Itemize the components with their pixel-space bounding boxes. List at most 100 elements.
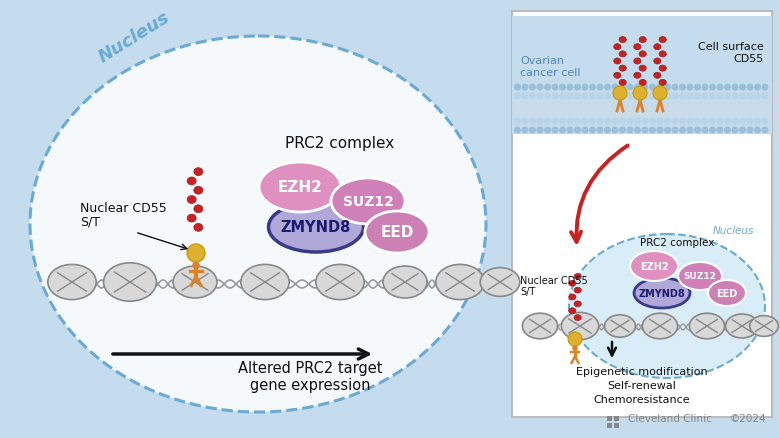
Ellipse shape (643, 314, 678, 339)
Ellipse shape (633, 73, 641, 79)
Ellipse shape (639, 66, 647, 72)
Circle shape (657, 118, 664, 125)
Circle shape (739, 93, 746, 100)
Circle shape (694, 93, 701, 100)
Circle shape (717, 93, 724, 100)
Circle shape (529, 93, 536, 100)
Circle shape (709, 84, 716, 91)
Ellipse shape (569, 281, 576, 286)
Circle shape (701, 84, 708, 91)
Circle shape (522, 118, 529, 125)
Circle shape (746, 118, 753, 125)
Circle shape (613, 87, 627, 101)
Circle shape (514, 127, 521, 134)
Circle shape (754, 127, 761, 134)
Circle shape (544, 84, 551, 91)
Circle shape (582, 84, 588, 91)
Circle shape (679, 118, 686, 125)
Circle shape (724, 93, 731, 100)
Circle shape (717, 118, 724, 125)
Ellipse shape (639, 38, 647, 43)
Circle shape (649, 118, 656, 125)
Ellipse shape (654, 45, 661, 51)
Ellipse shape (633, 59, 641, 65)
Text: ZMYND8: ZMYND8 (639, 288, 686, 298)
Ellipse shape (569, 308, 576, 314)
Circle shape (754, 84, 761, 91)
Circle shape (709, 127, 716, 134)
Circle shape (664, 127, 671, 134)
Ellipse shape (619, 38, 626, 43)
Circle shape (746, 127, 753, 134)
Text: gene expression: gene expression (250, 377, 370, 392)
Ellipse shape (639, 80, 647, 86)
Circle shape (709, 93, 716, 100)
Ellipse shape (614, 59, 621, 65)
Ellipse shape (614, 45, 621, 51)
Ellipse shape (436, 265, 484, 300)
Circle shape (694, 127, 701, 134)
Circle shape (724, 127, 731, 134)
Ellipse shape (173, 266, 217, 298)
Circle shape (724, 84, 731, 91)
Ellipse shape (659, 80, 666, 86)
Circle shape (739, 127, 746, 134)
Circle shape (574, 118, 581, 125)
Ellipse shape (365, 212, 429, 254)
Text: Nucleus: Nucleus (95, 8, 173, 66)
Text: ©2024: ©2024 (730, 413, 767, 423)
Text: Cell surface: Cell surface (698, 42, 764, 52)
Circle shape (559, 127, 566, 134)
Circle shape (604, 118, 611, 125)
Text: SUZ12: SUZ12 (683, 272, 717, 281)
Circle shape (732, 93, 739, 100)
Ellipse shape (523, 314, 558, 339)
Circle shape (574, 127, 581, 134)
Circle shape (551, 118, 558, 125)
Circle shape (544, 118, 551, 125)
Circle shape (589, 93, 596, 100)
Ellipse shape (634, 279, 690, 308)
Ellipse shape (619, 80, 626, 86)
Text: Cleveland Clinic: Cleveland Clinic (628, 413, 712, 423)
Circle shape (597, 127, 604, 134)
Circle shape (619, 93, 626, 100)
Circle shape (574, 93, 581, 100)
Ellipse shape (614, 73, 621, 79)
Circle shape (649, 127, 656, 134)
Circle shape (634, 118, 641, 125)
Ellipse shape (194, 224, 203, 232)
Ellipse shape (48, 265, 96, 300)
Circle shape (514, 84, 521, 91)
Circle shape (657, 127, 664, 134)
Text: Self-renewal: Self-renewal (608, 380, 676, 390)
Circle shape (537, 118, 544, 125)
Circle shape (717, 127, 724, 134)
Ellipse shape (331, 179, 405, 225)
Ellipse shape (194, 187, 203, 195)
Ellipse shape (708, 280, 746, 306)
Ellipse shape (619, 66, 626, 72)
Circle shape (732, 84, 739, 91)
Ellipse shape (268, 202, 363, 252)
Circle shape (653, 87, 667, 101)
Circle shape (529, 84, 536, 91)
Text: ZMYND8: ZMYND8 (281, 220, 351, 235)
Circle shape (566, 127, 573, 134)
Circle shape (612, 118, 619, 125)
Circle shape (537, 127, 544, 134)
Circle shape (754, 118, 761, 125)
Circle shape (544, 127, 551, 134)
Ellipse shape (654, 59, 661, 65)
Circle shape (626, 127, 633, 134)
Text: S/T: S/T (80, 215, 100, 229)
Circle shape (551, 93, 558, 100)
Circle shape (604, 84, 611, 91)
Ellipse shape (604, 315, 636, 337)
Circle shape (754, 93, 761, 100)
Circle shape (522, 93, 529, 100)
Circle shape (619, 118, 626, 125)
Circle shape (746, 84, 753, 91)
Circle shape (633, 87, 647, 101)
Circle shape (573, 346, 578, 351)
